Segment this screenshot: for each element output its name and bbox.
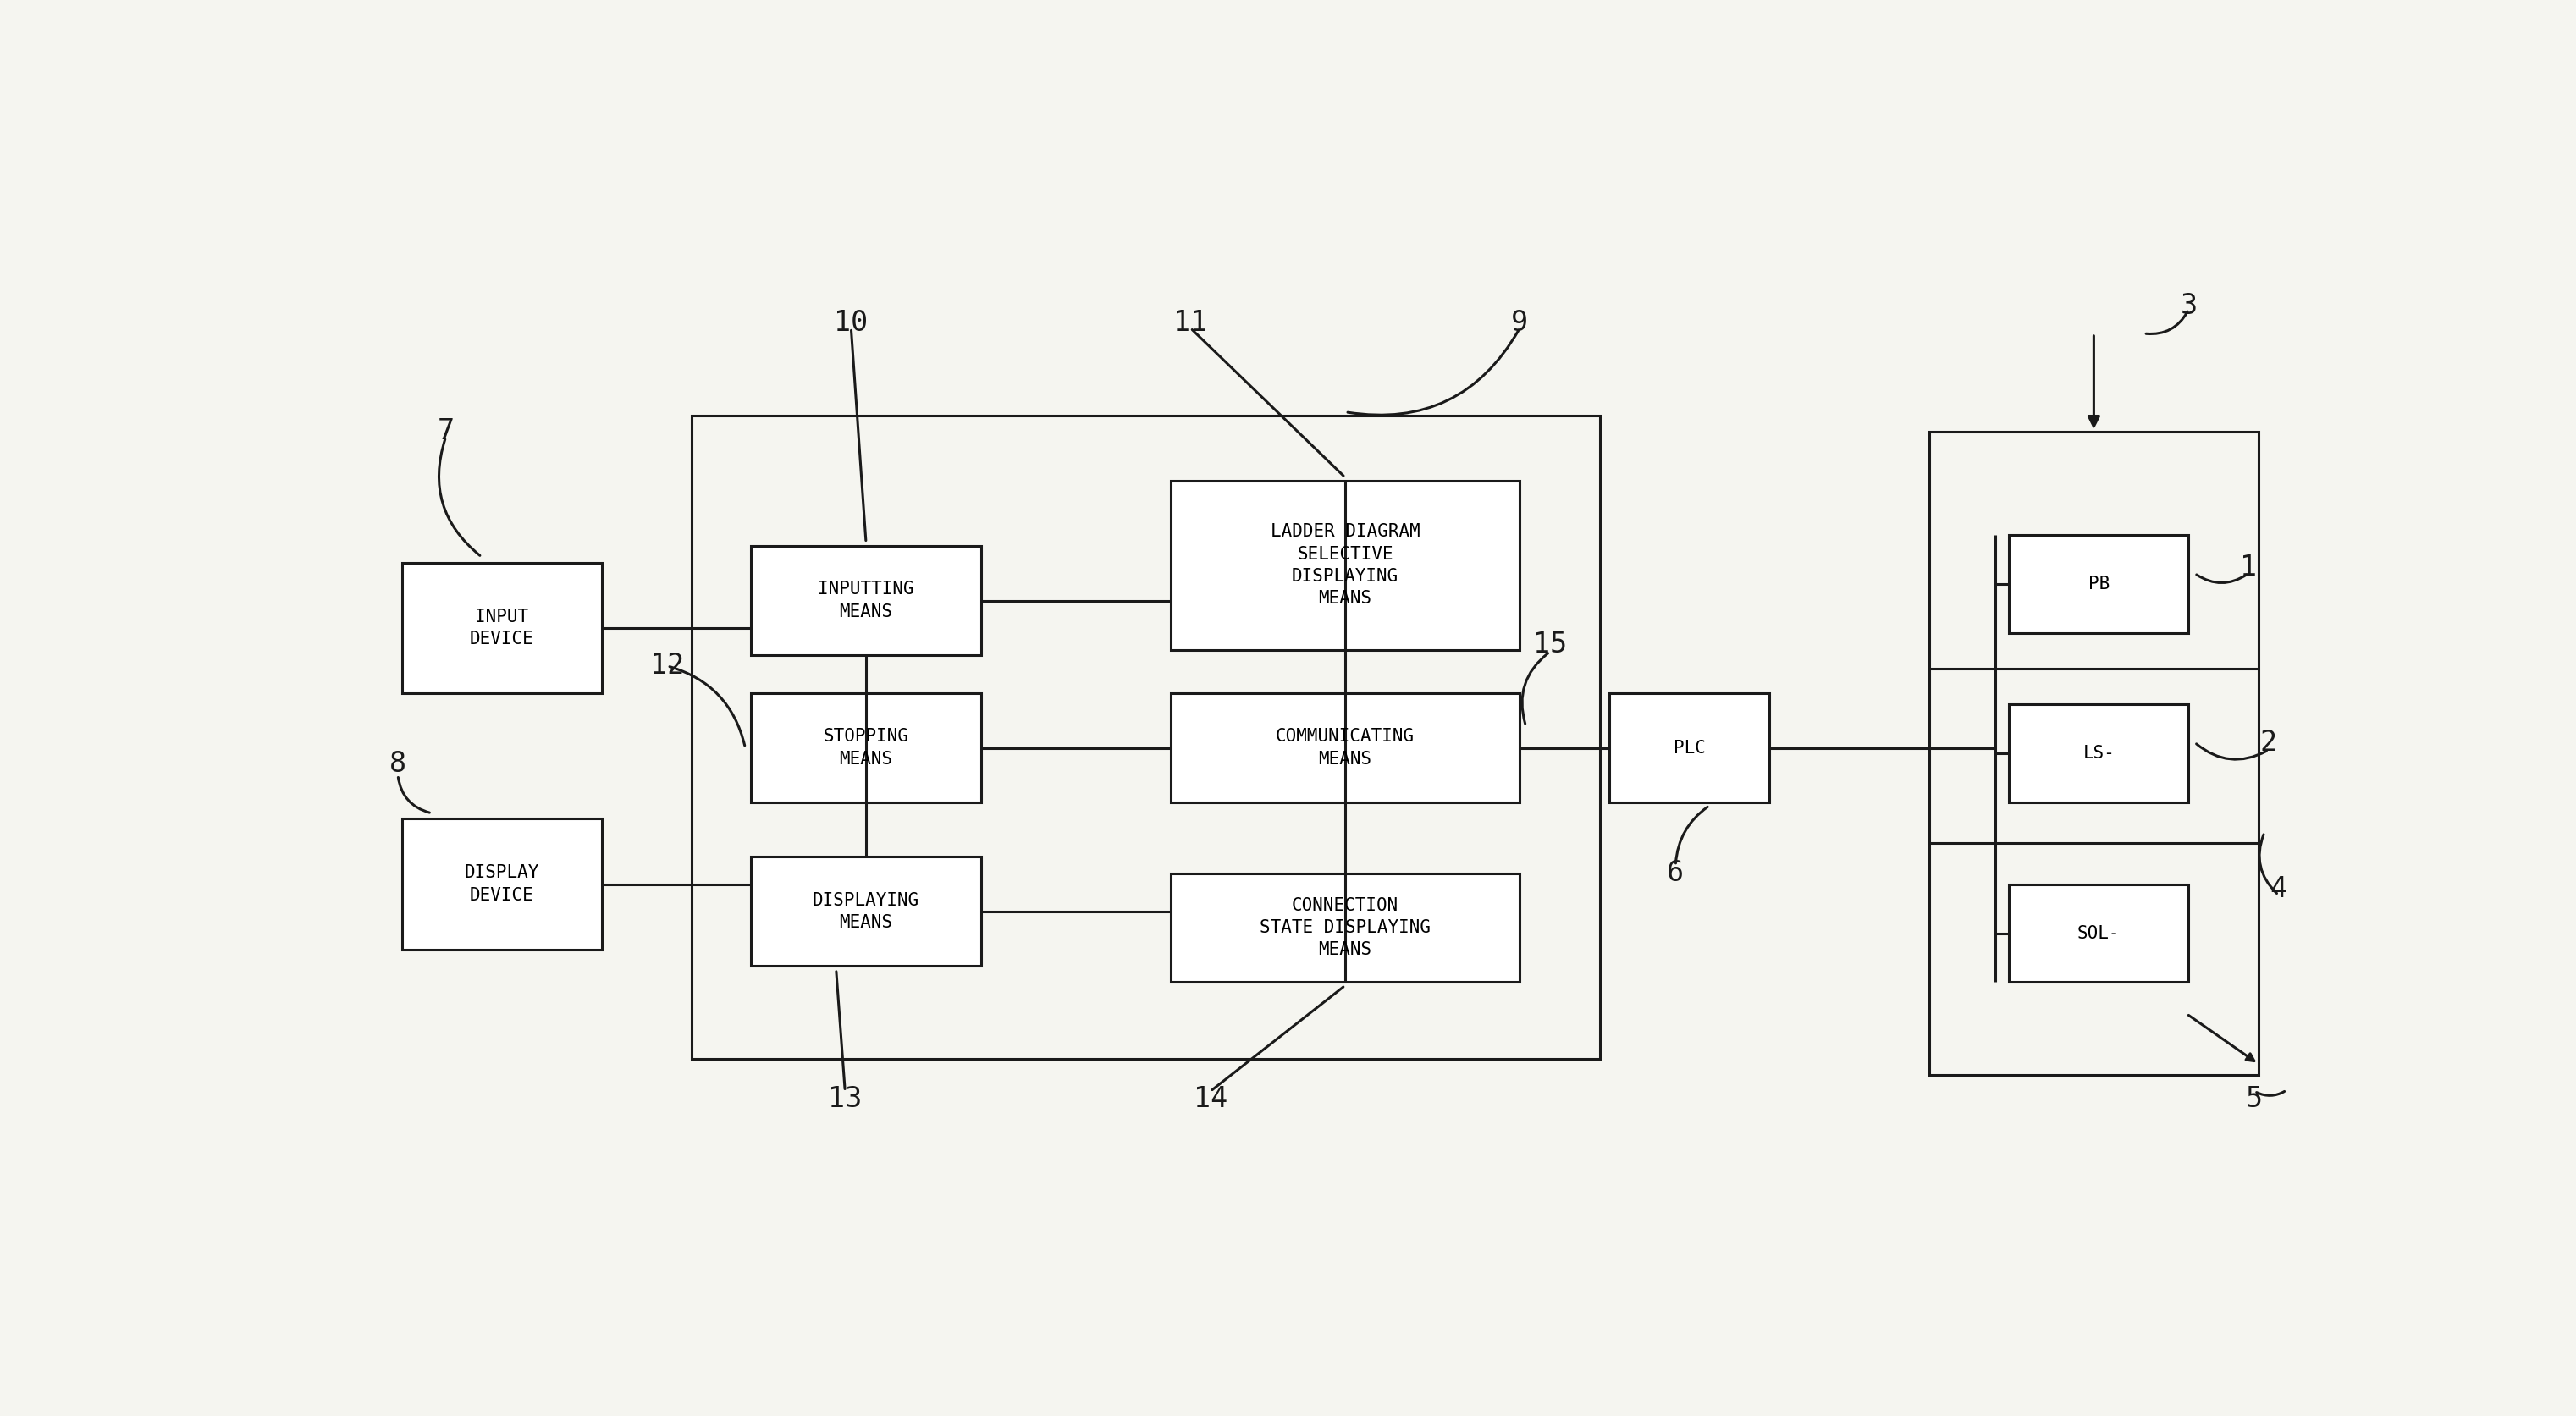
Text: COMMUNICATING
MEANS: COMMUNICATING MEANS bbox=[1275, 728, 1414, 767]
Text: 15: 15 bbox=[1533, 630, 1566, 658]
Text: 9: 9 bbox=[1512, 309, 1528, 337]
Text: PB: PB bbox=[2089, 576, 2110, 593]
Text: INPUT
DEVICE: INPUT DEVICE bbox=[469, 609, 533, 647]
Bar bbox=[1170, 480, 1520, 650]
Bar bbox=[752, 547, 981, 656]
Text: LADDER DIAGRAM
SELECTIVE
DISPLAYING
MEANS: LADDER DIAGRAM SELECTIVE DISPLAYING MEAN… bbox=[1270, 523, 1419, 607]
Text: 11: 11 bbox=[1175, 309, 1208, 337]
Text: 10: 10 bbox=[835, 309, 868, 337]
Text: DISPLAY
DEVICE: DISPLAY DEVICE bbox=[464, 864, 538, 903]
Text: 1: 1 bbox=[2241, 554, 2257, 582]
Bar bbox=[1610, 694, 1770, 803]
Text: SOL-: SOL- bbox=[2076, 925, 2120, 942]
Bar bbox=[1170, 694, 1520, 803]
Bar bbox=[2009, 884, 2190, 983]
Bar bbox=[1929, 432, 2259, 1075]
Text: 5: 5 bbox=[2246, 1085, 2264, 1113]
Text: PLC: PLC bbox=[1674, 739, 1705, 756]
Text: 13: 13 bbox=[827, 1085, 863, 1113]
Text: INPUTTING
MEANS: INPUTTING MEANS bbox=[819, 581, 914, 620]
Bar bbox=[2009, 704, 2190, 803]
Text: LS-: LS- bbox=[2084, 745, 2115, 762]
Text: 7: 7 bbox=[438, 418, 453, 446]
Bar bbox=[402, 562, 603, 694]
Bar bbox=[690, 415, 1600, 1059]
Text: 2: 2 bbox=[2259, 728, 2277, 756]
Text: DISPLAYING
MEANS: DISPLAYING MEANS bbox=[811, 892, 920, 930]
Text: 12: 12 bbox=[649, 651, 685, 680]
Bar bbox=[1170, 874, 1520, 983]
Text: 6: 6 bbox=[1667, 860, 1685, 888]
Text: CONNECTION
STATE DISPLAYING
MEANS: CONNECTION STATE DISPLAYING MEANS bbox=[1260, 896, 1430, 959]
Bar bbox=[752, 694, 981, 803]
Text: 8: 8 bbox=[389, 750, 407, 779]
Text: 3: 3 bbox=[2179, 292, 2197, 320]
Bar bbox=[402, 818, 603, 950]
Text: STOPPING
MEANS: STOPPING MEANS bbox=[824, 728, 909, 767]
Bar bbox=[752, 857, 981, 966]
Bar bbox=[2009, 535, 2190, 633]
Text: 14: 14 bbox=[1193, 1085, 1226, 1113]
Text: 4: 4 bbox=[2269, 875, 2287, 903]
